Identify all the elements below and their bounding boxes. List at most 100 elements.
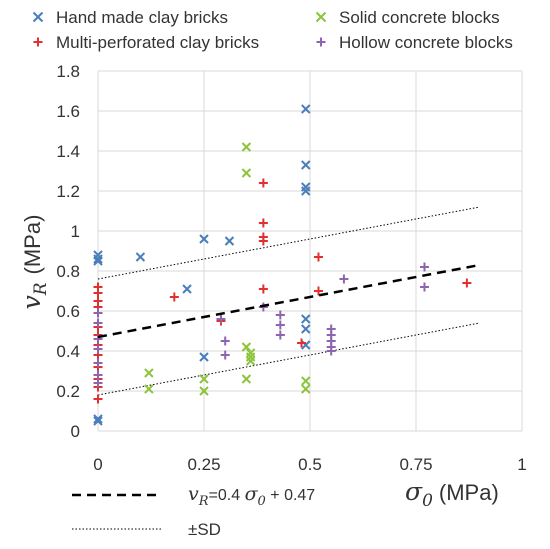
data-point bbox=[301, 376, 311, 386]
y-tick-label: 1 bbox=[71, 222, 80, 241]
data-point bbox=[275, 330, 285, 340]
sd-legend-label: ±SD bbox=[188, 520, 221, 539]
marker-stroke bbox=[182, 284, 192, 294]
marker-stroke bbox=[241, 168, 252, 178]
data-point bbox=[182, 284, 192, 294]
legend-item-solid-concrete: Solid concrete blocks bbox=[315, 8, 500, 27]
legend-marker-x-icon bbox=[315, 11, 327, 23]
data-point bbox=[93, 394, 103, 404]
data-point bbox=[297, 338, 307, 348]
data-point bbox=[241, 374, 252, 384]
data-point bbox=[93, 378, 103, 388]
data-point bbox=[93, 414, 103, 424]
data-point bbox=[144, 384, 154, 394]
data-point bbox=[301, 324, 311, 334]
x-axis-label: σ0 (MPa) bbox=[405, 477, 499, 511]
data-point bbox=[241, 168, 252, 178]
data-point bbox=[144, 368, 154, 378]
data-point bbox=[93, 344, 103, 354]
legend-label: Multi-perforated clay bricks bbox=[56, 33, 259, 52]
y-tick-label: 0.2 bbox=[56, 382, 80, 401]
fit-legend: vR=0.4 σ0 + 0.47 ±SD bbox=[72, 483, 315, 539]
marker-stroke bbox=[199, 352, 209, 362]
data-point bbox=[199, 386, 209, 396]
marker-stroke bbox=[144, 384, 154, 394]
legend-item-hand-made: Hand made clay bricks bbox=[32, 8, 228, 27]
marker-stroke bbox=[224, 236, 235, 246]
data-point bbox=[275, 310, 285, 320]
data-point bbox=[93, 416, 103, 426]
data-point bbox=[93, 318, 103, 328]
legend-marker bbox=[32, 11, 44, 23]
marker-stroke bbox=[301, 376, 311, 386]
data-point bbox=[301, 160, 311, 170]
marker-stroke bbox=[301, 160, 311, 170]
marker-stroke bbox=[241, 374, 252, 384]
data-point bbox=[93, 308, 103, 318]
legend-marker-plus-icon bbox=[316, 37, 326, 47]
x-tick-label: 1 bbox=[517, 455, 526, 474]
data-point bbox=[199, 234, 209, 244]
marker-stroke bbox=[241, 342, 252, 352]
legend-marker bbox=[315, 11, 327, 23]
x-tick-label: 0.5 bbox=[298, 455, 322, 474]
y-axis-label: vR(MPa) bbox=[17, 215, 51, 310]
x-tick-label: 0 bbox=[93, 455, 102, 474]
data-point bbox=[462, 278, 472, 288]
data-point bbox=[169, 292, 179, 302]
data-point bbox=[220, 350, 230, 360]
marker-stroke bbox=[144, 368, 154, 378]
data-point bbox=[258, 284, 268, 294]
data-points bbox=[93, 104, 472, 426]
marker-stroke bbox=[93, 250, 103, 260]
data-point bbox=[301, 384, 311, 394]
marker-stroke bbox=[301, 314, 311, 324]
marker-stroke bbox=[245, 356, 256, 366]
data-point bbox=[258, 218, 268, 228]
data-point bbox=[313, 286, 323, 296]
data-point bbox=[339, 274, 349, 284]
data-point bbox=[245, 356, 256, 366]
y-tick-label: 0.4 bbox=[56, 342, 80, 361]
data-point bbox=[301, 104, 311, 114]
marker-stroke bbox=[301, 186, 311, 196]
data-point bbox=[241, 342, 252, 352]
x-tick-label: 0.75 bbox=[399, 455, 432, 474]
series-0 bbox=[93, 104, 311, 426]
y-tick-label: 1.4 bbox=[56, 142, 80, 161]
fit-line-layer bbox=[97, 263, 480, 339]
data-point bbox=[326, 346, 336, 356]
data-point bbox=[301, 186, 311, 196]
grid bbox=[97, 70, 523, 432]
y-tick-label: 0.8 bbox=[56, 262, 80, 281]
y-tick-label: 1.2 bbox=[56, 182, 80, 201]
data-point bbox=[258, 178, 268, 188]
y-tick-label: 1.8 bbox=[56, 62, 80, 81]
data-point bbox=[301, 314, 311, 324]
data-point bbox=[135, 252, 146, 262]
y-tick-label: 0 bbox=[71, 422, 80, 441]
marker-stroke bbox=[301, 340, 311, 350]
legend-marker bbox=[33, 37, 43, 47]
data-point bbox=[93, 370, 103, 380]
y-tick-label: 1.6 bbox=[56, 102, 80, 121]
fit-equation-label: vR=0.4 σ0 + 0.47 bbox=[188, 483, 315, 509]
legend-label: Solid concrete blocks bbox=[339, 8, 500, 27]
data-point bbox=[199, 352, 209, 362]
data-point bbox=[275, 320, 285, 330]
data-point bbox=[199, 374, 209, 384]
legend-marker bbox=[316, 37, 326, 47]
x-tick-label: 0.25 bbox=[187, 455, 220, 474]
tick-labels: 0 0.2 0.4 0.6 0.8 1 1.2 1.4 1.6 1.8 0 0.25 0.5 0.75 1 bbox=[56, 62, 526, 474]
marker-stroke bbox=[301, 384, 311, 394]
marker-stroke bbox=[32, 11, 44, 23]
marker-stroke bbox=[315, 11, 327, 23]
data-point bbox=[224, 236, 235, 246]
marker-stroke bbox=[301, 324, 311, 334]
data-point bbox=[313, 252, 323, 262]
data-point bbox=[216, 314, 226, 324]
data-point bbox=[93, 250, 103, 260]
data-point bbox=[258, 236, 268, 246]
